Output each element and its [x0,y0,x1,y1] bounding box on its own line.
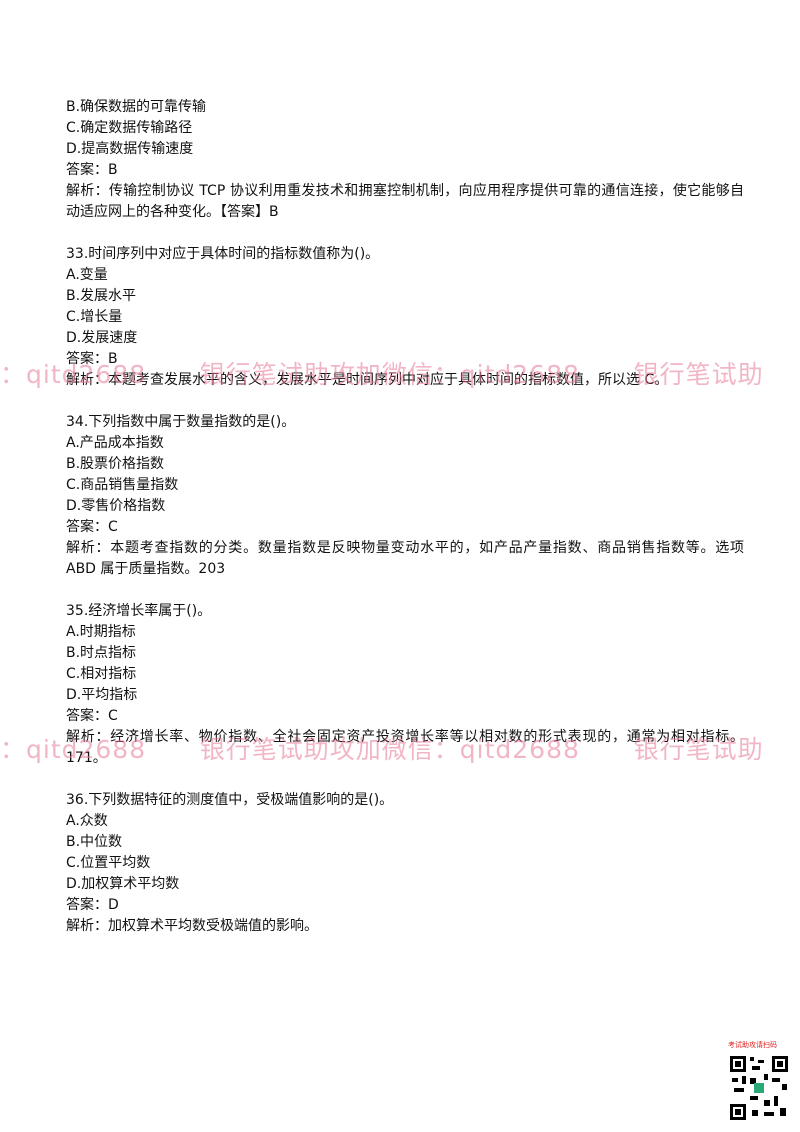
option: D.提高数据传输速度 [66,141,194,157]
explanation: 解析：经济增长率、物价指数、全社会固定资产投资增长率等以相对数的形式表现的，通常… [66,729,744,766]
answer: 答案：D [66,897,119,913]
explanation: 解析：本题考查指数的分类。数量指数是反映物量变动水平的，如产品产量指数、商品销售… [66,540,744,577]
option: A.众数 [66,813,108,829]
option: C.确定数据传输路径 [66,120,193,136]
question: 33.时间序列中对应于具体时间的指标数值称为()。 [66,246,380,262]
option: B.确保数据的可靠传输 [66,99,207,115]
option: C.商品销售量指数 [66,477,179,493]
explanation: 解析：加权算术平均数受极端值的影响。 [66,918,318,934]
content: B.确保数据的可靠传输 C.确定数据传输路径 D.提高数据传输速度 答案：B 解析：传输… [66,97,744,958]
question-block: B.确保数据的可靠传输 C.确定数据传输路径 D.提高数据传输速度 答案：B 解析：传输… [66,97,744,223]
option: D.零售价格指数 [66,498,166,514]
question-block: 34.下列指数中属于数量指数的是()。 A.产品成本指数 B.股票价格指数 C.商品销… [66,412,744,580]
option: B.时点指标 [66,645,137,661]
option: A.产品成本指数 [66,435,164,451]
question-block: 36.下列数据特征的测度值中，受极端值影响的是()。 A.众数 B.中位数 C.位置平… [66,790,744,937]
qr-caption: 考试助攻请扫码 [728,1041,777,1049]
qr-image [728,1052,790,1124]
qr-code[interactable]: 考试助攻请扫码 [728,1040,790,1124]
option: C.相对指标 [66,666,137,682]
option: B.中位数 [66,834,123,850]
question-block: 35.经济增长率属于()。 A.时期指标 B.时点指标 C.相对指标 D.平均指标 答案：… [66,601,744,769]
question-block: 33.时间序列中对应于具体时间的指标数值称为()。 A.变量 B.发展水平 C.增长量… [66,244,744,391]
option: D.加权算术平均数 [66,876,180,892]
answer: 答案：C [66,708,118,724]
option: A.时期指标 [66,624,136,640]
option: B.股票价格指数 [66,456,165,472]
question: 36.下列数据特征的测度值中，受极端值影响的是()。 [66,792,394,808]
answer: 答案：C [66,519,118,535]
option: D.平均指标 [66,687,138,703]
question: 35.经济增长率属于()。 [66,603,212,619]
option: D.发展速度 [66,330,138,346]
option: C.位置平均数 [66,855,151,871]
answer: 答案：B [66,162,118,178]
explanation: 解析：本题考查发展水平的含义，发展水平是时间序列中对应于具体时间的指标数值，所以… [66,372,669,388]
option: B.发展水平 [66,288,137,304]
answer: 答案：B [66,351,118,367]
question: 34.下列指数中属于数量指数的是()。 [66,414,296,430]
option: C.增长量 [66,309,123,325]
option: A.变量 [66,267,108,283]
explanation: 解析：传输控制协议 TCP 协议利用重发技术和拥塞控制机制，向应用程序提供可靠的… [66,183,744,220]
